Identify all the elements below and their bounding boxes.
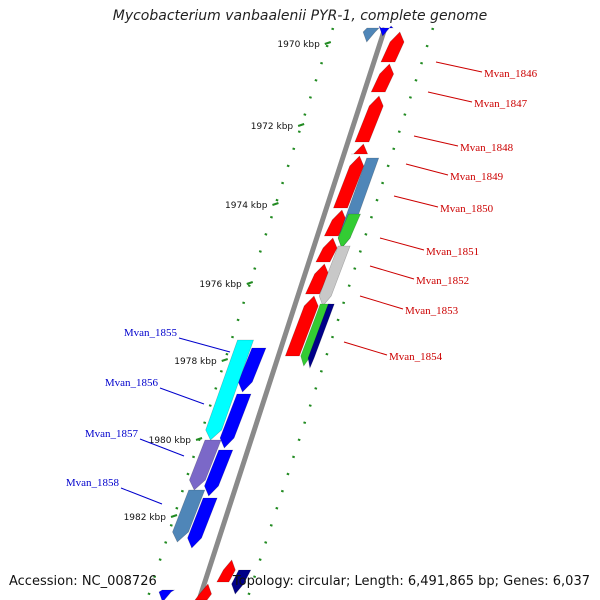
forward-gene-label[interactable]: Mvan_1846 (484, 68, 538, 80)
map-title: Mycobacterium vanbaalenii PYR-1, complet… (112, 8, 488, 24)
forward-gene-callout-line (435, 61, 483, 73)
tick-label: 1982 kbp (124, 513, 167, 523)
reverse-gene-label[interactable]: Mvan_1857 (85, 428, 139, 440)
forward-gene-callout-line (427, 91, 473, 103)
forward-gene-arrow (351, 143, 369, 155)
tick-label: 1970 kbp (277, 40, 320, 50)
reverse-gene-label[interactable]: Mvan_1856 (105, 377, 159, 389)
tick-mark (246, 281, 254, 285)
forward-gene-label[interactable]: Mvan_1853 (405, 305, 459, 317)
reverse-gene-arrow (204, 449, 234, 497)
reverse-gene-label[interactable]: Mvan_1855 (124, 327, 178, 339)
forward-gene-arrow (284, 295, 319, 357)
forward-gene-label[interactable]: Mvan_1849 (450, 171, 504, 183)
reverse-gene-callout-line (120, 487, 163, 505)
tick-mark (272, 202, 279, 206)
tick-mark (221, 358, 229, 362)
feature-block (231, 569, 252, 595)
forward-gene-arrow (194, 583, 212, 600)
forward-gene-label[interactable]: Mvan_1854 (389, 351, 443, 363)
features (158, 25, 405, 600)
tick-mark (297, 123, 305, 127)
tick-mark (170, 514, 178, 518)
feature-block (318, 245, 351, 307)
gene-callouts: Mvan_1846 Mvan_1847 Mvan_1848 Mvan_1849 Mvan… (66, 61, 538, 505)
forward-gene-label[interactable]: Mvan_1852 (416, 275, 469, 287)
forward-gene-label[interactable]: Mvan_1847 (474, 98, 528, 110)
reverse-gene-callout-line (159, 387, 205, 405)
forward-gene-label[interactable]: Mvan_1850 (440, 203, 494, 215)
forward-gene-callout-line (393, 195, 439, 208)
forward-gene-arrow (354, 95, 384, 143)
forward-gene-arrow (216, 559, 236, 583)
feature-block (172, 489, 206, 543)
accession-text: Accession: NC_008726 (9, 574, 157, 589)
forward-gene-arrow (370, 63, 394, 93)
forward-gene-label[interactable]: Mvan_1851 (426, 246, 479, 258)
reverse-gene-arrow (219, 393, 252, 449)
reverse-gene-callout-line (139, 438, 185, 457)
ticks: 1970 kbp 1972 kbp 1974 kbp 1976 kbp 1978 kbp… (124, 40, 332, 523)
forward-gene-callout-line (369, 265, 415, 280)
forward-gene-callout-line (379, 237, 425, 251)
forward-gene-arrow (333, 155, 365, 209)
feature-block (362, 27, 380, 43)
tick-label: 1974 kbp (225, 201, 268, 211)
forward-gene-callout-line (413, 135, 459, 147)
feature-block (205, 339, 254, 441)
reverse-gene-arrow (158, 589, 176, 600)
tick-label: 1976 kbp (199, 280, 242, 290)
forward-gene-arrow (380, 31, 405, 63)
forward-gene-arrow (315, 237, 338, 263)
tick-mark (195, 437, 203, 441)
reverse-gene-arrow (187, 497, 218, 549)
feature-block (307, 303, 335, 370)
forward-gene-label[interactable]: Mvan_1848 (460, 142, 514, 154)
tick-label: 1980 kbp (149, 436, 192, 446)
forward-gene-callout-line (359, 295, 404, 310)
tick-label: 1978 kbp (174, 357, 217, 367)
feature-block (337, 213, 361, 249)
tick-mark (324, 41, 332, 45)
genome-backbone (196, 27, 388, 600)
reverse-gene-arrow (378, 25, 394, 37)
feature-block (189, 439, 222, 491)
forward-gene-callout-line (405, 163, 449, 176)
reverse-gene-label[interactable]: Mvan_1858 (66, 477, 120, 489)
tick-label: 1972 kbp (251, 122, 294, 132)
forward-gene-callout-line (343, 341, 388, 356)
genome-summary-text: Topology: circular; Length: 6,491,865 bp… (232, 574, 590, 589)
reverse-gene-callout-line (178, 337, 231, 353)
